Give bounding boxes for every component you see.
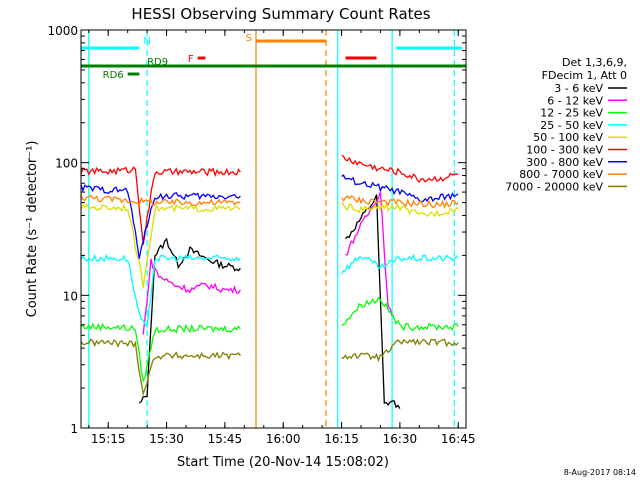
series-line-300-800-kev-0 bbox=[80, 184, 241, 259]
series-line-300-800-kev-1 bbox=[341, 174, 459, 203]
flag-label-s: S bbox=[246, 33, 252, 44]
y-tick-label-10: 10 bbox=[63, 289, 78, 303]
legend-label-50-100-kev: 50 - 100 keV bbox=[533, 131, 603, 144]
legend-label-7000-20000-kev: 7000 - 20000 keV bbox=[505, 180, 603, 193]
legend-label-800-7000-kev: 800 - 7000 keV bbox=[519, 168, 603, 181]
flag-label-f: F bbox=[188, 54, 194, 65]
series-line-100-300-kev-1 bbox=[341, 154, 459, 183]
legend-label-25-50-kev: 25 - 50 keV bbox=[540, 119, 603, 132]
flag-label-rd9: RD9 bbox=[147, 57, 168, 68]
footer-timestamp: 8-Aug-2017 08:14 bbox=[564, 468, 636, 477]
series-line-50-100-kev-1 bbox=[341, 201, 459, 218]
x-tick-label-1630: 16:30 bbox=[383, 432, 418, 446]
flag-label-n: N bbox=[143, 36, 150, 47]
series-line-3-6-kev-1 bbox=[344, 194, 401, 409]
y-tick-label-100: 100 bbox=[55, 157, 78, 171]
y-tick-label-1000: 1000 bbox=[47, 24, 78, 38]
series-line-7000-20000-kev-0 bbox=[80, 338, 241, 397]
series-line-100-300-kev-0 bbox=[80, 166, 241, 245]
legend-label-300-800-kev: 300 - 800 keV bbox=[526, 156, 603, 169]
flag-label-rd6: RD6 bbox=[103, 70, 124, 81]
series-line-12-25-kev-0 bbox=[80, 322, 241, 383]
x-tick-label-1645: 16:45 bbox=[441, 432, 476, 446]
series-line-25-50-kev-0 bbox=[80, 253, 241, 329]
series-line-12-25-kev-1 bbox=[341, 296, 459, 332]
series-line-6-12-kev-1 bbox=[345, 191, 393, 317]
series-line-3-6-kev-0 bbox=[138, 237, 241, 404]
series-line-25-50-kev-1 bbox=[341, 253, 459, 275]
plot-frame bbox=[80, 29, 467, 429]
series-line-800-7000-kev-0 bbox=[80, 194, 241, 207]
legend-header-line: Det 1,3,6,9, bbox=[562, 56, 627, 69]
legend-label-100-300-kev: 100 - 300 keV bbox=[526, 144, 603, 157]
x-tick-label-1600: 16:00 bbox=[266, 432, 301, 446]
chart-title: HESSI Observing Summary Count Rates bbox=[131, 5, 430, 23]
x-tick-label-1615: 16:15 bbox=[324, 432, 359, 446]
y-axis-label: Count Rate (s⁻¹ detector⁻¹) bbox=[25, 141, 40, 318]
series-lines bbox=[80, 154, 459, 409]
axes: 15:15 15:30 15:45 16:00 16:15 16:30 16:45 1 10 10… bbox=[47, 24, 475, 446]
legend-label-3-6-kev: 3 - 6 keV bbox=[554, 82, 603, 95]
x-tick-label-1530: 15:30 bbox=[149, 432, 184, 446]
legend-header-line: FDecim 1, Att 0 bbox=[542, 69, 627, 82]
series-line-7000-20000-kev-1 bbox=[341, 338, 459, 363]
legend-label-6-12-kev: 6 - 12 keV bbox=[547, 94, 603, 107]
x-tick-label-1545: 15:45 bbox=[208, 432, 243, 446]
flag-bars: N F S RD9 RD6 bbox=[81, 33, 466, 81]
series-line-6-12-kev-0 bbox=[142, 258, 241, 335]
x-axis-label: Start Time (20-Nov-14 15:08:02) bbox=[177, 455, 389, 470]
legend-label-12-25-kev: 12 - 25 keV bbox=[540, 107, 603, 120]
y-tick-label-1: 1 bbox=[70, 422, 78, 436]
series-line-800-7000-kev-1 bbox=[341, 195, 459, 210]
x-tick-label-1515: 15:15 bbox=[91, 432, 126, 446]
series-line-50-100-kev-0 bbox=[80, 202, 241, 288]
